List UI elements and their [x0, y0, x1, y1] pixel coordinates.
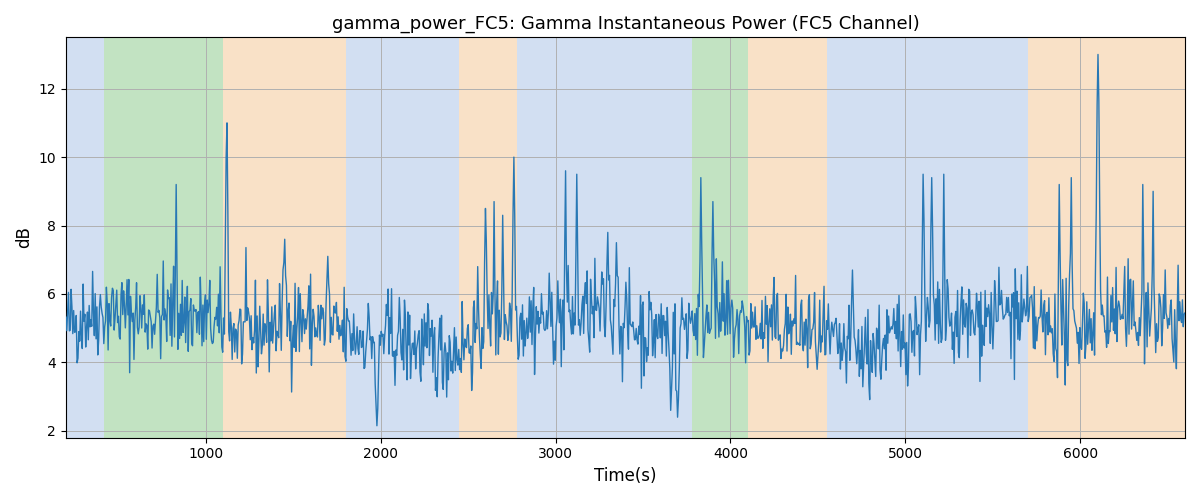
Bar [346, 38, 460, 438]
Title: gamma_power_FC5: Gamma Instantaneous Power (FC5 Channel): gamma_power_FC5: Gamma Instantaneous Pow… [331, 15, 919, 34]
Bar [748, 38, 827, 438]
Y-axis label: dB: dB [16, 226, 34, 248]
Bar [517, 38, 674, 438]
Bar [674, 38, 692, 438]
Bar [460, 38, 517, 438]
Bar [223, 38, 346, 438]
X-axis label: Time(s): Time(s) [594, 467, 656, 485]
Bar [66, 38, 104, 438]
Bar [1027, 38, 1186, 438]
Bar [692, 38, 748, 438]
Bar [104, 38, 223, 438]
Bar [827, 38, 1027, 438]
